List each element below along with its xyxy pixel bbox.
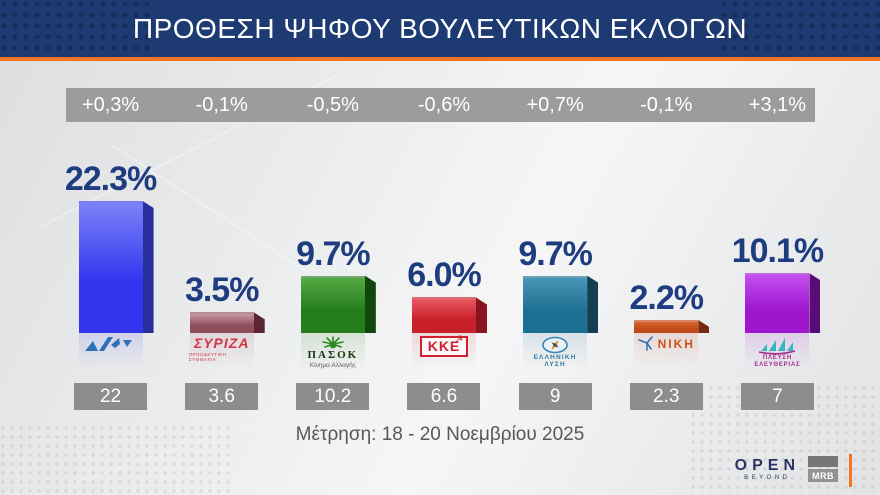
plefsi-sailboat-icon [759,338,796,355]
change-badge: -0,1% [640,93,693,116]
kke-logo: ☭ ΚΚΕ [419,334,469,357]
hammer-sickle-icon: ☭ [455,334,464,344]
previous-value-box: 7 [740,383,814,410]
page-title: ΠΡΟΘΕΣΗ ΨΗΦΟΥ ΒΟΥΛΕΥΤΙΚΩΝ ΕΚΛΟΓΩΝ [132,12,748,44]
party-column-niki: 2.2% ΝΙΚΗ [611,130,722,415]
change-badge: +0,3% [81,93,140,116]
change-badge: +0,7% [526,93,584,116]
elliniki-lysi-logo: ΕΛΛΗΝΙΚΗ ΛΥΣΗ [533,354,577,368]
pasok-sun-icon [322,336,344,349]
bar-plefsi [745,273,821,333]
previous-value-box: 6.6 [407,383,481,410]
percent-label: 22.3% [64,159,157,198]
nd-logo-icon [84,337,132,351]
bar-pasok [300,275,376,333]
party-column-pasok: 9.7% [277,130,388,415]
previous-value-box: 2.3 [629,383,703,410]
elliniki-lysi-compass-icon [542,336,568,354]
previous-value-box: 22 [74,383,148,410]
percent-label: 9.7% [296,234,370,273]
syriza-logo: ΣΥΡΙΖΑ [193,335,250,351]
bar-kke [411,297,487,333]
survey-note: Μέτρηση: 18 - 20 Νοεμβρίου 2025 [295,424,585,445]
pasok-logo: ΠΑΣΟΚ [307,349,359,361]
party-column-plefsi: 10.1% ΠΛΕΥΣΗ Ε [722,130,833,415]
percent-label: 2.2% [629,278,704,317]
header-bar: ΠΡΟΘΕΣΗ ΨΗΦΟΥ ΒΟΥΛΕΥΤΙΚΩΝ ΕΚΛΟΓΩΝ [0,0,880,57]
party-column-nd: 22.3% 22 [55,130,166,415]
orange-divider [0,57,880,61]
change-badge: +3,1% [748,93,807,116]
niki-turbine-icon [637,336,653,351]
percent-label: 6.0% [407,256,481,295]
syriza-logo-subtext: ΠΡΟΟΔΕΥΤΙΚΗ ΣΥΜΜΑΧΙΑ [188,352,227,362]
party-column-kke: 6.0% ☭ ΚΚΕ 6.6 [388,130,499,415]
changes-row: +0,3% -0,1% -0,5% -0,6% +0,7% -0,1% +3,1… [55,88,833,122]
bar-chart: 22.3% 22 3 [55,130,833,415]
change-badge: -0,1% [195,93,248,116]
bar-syriza [189,312,265,333]
percent-label: 3.5% [184,271,259,310]
party-column-elliniki-lysi: 9.7% ΕΛΛΗΝΙΚΗ ΛΥΣΗ 9 [500,130,611,415]
previous-value-box: 9 [518,383,592,410]
previous-value-box: 3.6 [185,383,259,410]
pasok-logo-subtext: Κίνημα Αλλαγής [309,362,356,369]
orange-accent-bar [849,454,852,487]
open-channel-logo: OPEN BEYOND [734,457,800,482]
change-badge: -0,6% [417,93,471,116]
bar-niki [634,319,710,333]
previous-value-box: 10.2 [296,383,370,410]
changes-strip [66,88,815,122]
niki-logo: ΝΙΚΗ [657,336,695,351]
plefsi-logo: ΠΛΕΥΣΗ ΕΛΕΥΘΕΡΙΑΣ [754,355,801,368]
party-column-syriza: 3.5% ΣΥΡΙΖΑ ΠΡΟΟΔΕΥΤΙΚΗ ΣΥΜΜΑΧΙΑ 3.6 [166,130,277,415]
change-badge: -0,5% [306,93,359,116]
bar-elliniki-lysi [523,275,599,333]
mrb-logo: MRB [808,456,838,482]
bar-nd [78,200,154,333]
percent-label: 9.7% [518,234,592,273]
percent-label: 10.1% [731,232,824,271]
